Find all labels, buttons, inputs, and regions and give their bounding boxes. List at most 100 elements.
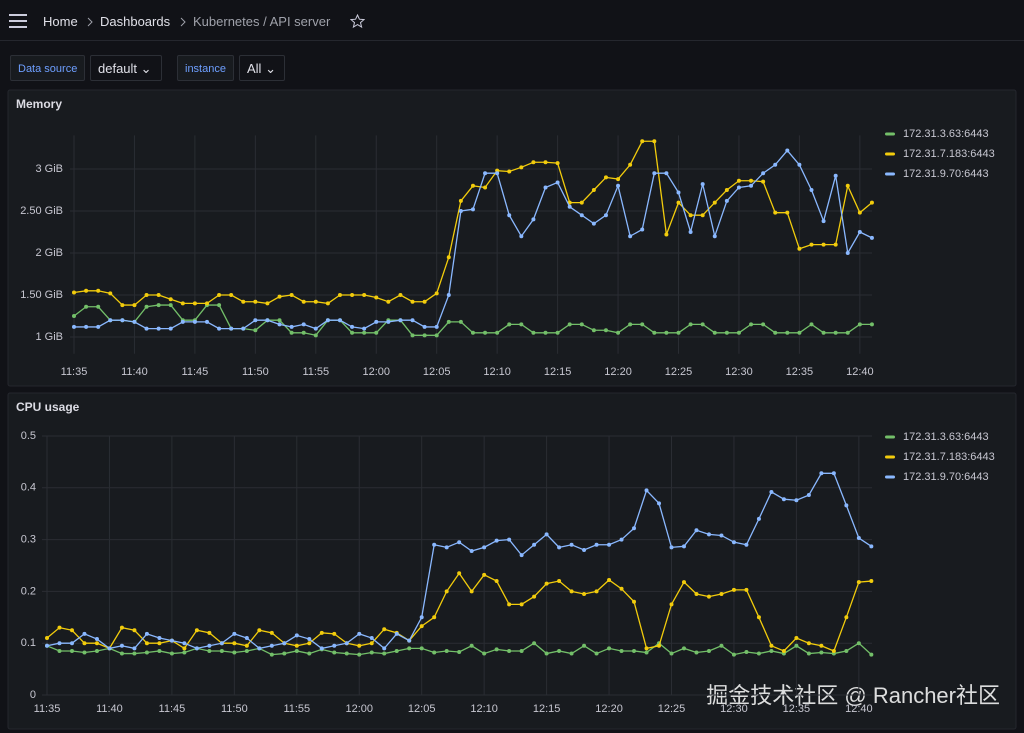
data-point <box>594 651 599 656</box>
data-point <box>719 533 724 538</box>
data-point <box>483 185 488 190</box>
data-point <box>569 589 574 594</box>
data-point <box>482 651 487 656</box>
data-point <box>157 641 162 646</box>
data-point <box>69 641 74 646</box>
data-point <box>108 318 113 323</box>
legend-swatch <box>885 455 895 459</box>
data-point <box>156 326 161 331</box>
data-point <box>419 615 424 620</box>
data-point <box>773 210 778 215</box>
data-point <box>616 177 621 182</box>
x-tick-label: 12:30 <box>725 366 753 378</box>
data-point <box>681 544 686 549</box>
breadcrumb[interactable]: Dashboards <box>100 14 171 29</box>
data-point <box>664 171 669 176</box>
data-point <box>332 643 337 648</box>
data-point <box>144 650 149 655</box>
data-point <box>94 637 99 642</box>
data-point <box>591 221 596 226</box>
data-point <box>761 322 766 327</box>
data-point <box>294 643 299 648</box>
data-point <box>132 651 137 656</box>
data-point <box>182 650 187 655</box>
legend-swatch <box>885 475 895 479</box>
data-point <box>494 579 499 584</box>
data-point <box>458 209 463 213</box>
data-point <box>652 139 657 144</box>
data-point <box>194 646 199 651</box>
data-point <box>350 293 355 297</box>
data-point <box>180 301 185 306</box>
data-point <box>132 628 137 633</box>
data-point <box>301 322 306 327</box>
legend-swatch <box>885 132 895 136</box>
x-tick-label: 12:30 <box>720 703 748 715</box>
data-point <box>856 536 861 541</box>
data-point <box>470 183 475 188</box>
data-point <box>369 650 374 655</box>
data-point <box>132 303 137 308</box>
data-point <box>719 643 724 648</box>
data-point <box>797 246 802 251</box>
data-point <box>382 627 387 632</box>
data-point <box>700 322 705 327</box>
legend-swatch <box>885 172 895 176</box>
data-point <box>628 234 633 239</box>
data-point <box>582 591 587 596</box>
data-point <box>94 648 99 653</box>
data-point <box>769 643 774 648</box>
data-point <box>207 643 212 648</box>
data-point <box>282 641 287 646</box>
data-point <box>749 183 754 188</box>
data-point <box>519 553 524 558</box>
breadcrumb[interactable]: Home <box>43 14 78 29</box>
variable-select[interactable]: default ⌄ <box>90 55 162 81</box>
top-bar: Home Dashboards Kubernetes / API server <box>0 0 1024 41</box>
separator <box>180 17 186 27</box>
data-point <box>253 318 258 323</box>
data-point <box>845 251 850 255</box>
data-point <box>785 210 790 215</box>
data-point <box>229 293 234 297</box>
data-point <box>712 330 717 335</box>
data-point <box>84 324 89 329</box>
x-tick-label: 12:20 <box>595 703 623 715</box>
data-point <box>168 326 173 331</box>
data-point <box>325 318 330 323</box>
y-tick-label: 0.5 <box>21 430 36 442</box>
data-point <box>219 648 224 653</box>
data-point <box>688 322 693 327</box>
data-point <box>669 651 674 656</box>
variable-select[interactable]: All ⌄ <box>239 55 285 81</box>
data-point <box>712 234 717 239</box>
data-point <box>119 643 124 648</box>
data-point <box>531 160 536 165</box>
x-tick-label: 11:35 <box>61 366 88 378</box>
data-point <box>657 501 662 506</box>
data-point <box>72 324 76 329</box>
data-point <box>857 230 862 234</box>
data-point <box>229 326 234 331</box>
data-point <box>543 330 548 335</box>
data-point <box>603 175 608 180</box>
data-point <box>217 293 222 297</box>
data-point <box>169 651 174 656</box>
data-point <box>749 322 754 327</box>
data-point <box>794 498 799 503</box>
data-point <box>419 624 424 629</box>
data-point <box>569 651 574 656</box>
y-tick-label: 1 GiB <box>35 331 63 343</box>
data-point <box>664 232 669 237</box>
data-point <box>94 641 99 646</box>
menu-icon[interactable] <box>9 14 27 28</box>
star-icon[interactable] <box>350 14 365 29</box>
data-point <box>96 288 101 293</box>
variable-label: Data source <box>10 55 86 81</box>
x-tick-label: 11:50 <box>242 366 269 378</box>
data-point <box>444 589 449 594</box>
data-point <box>773 330 778 335</box>
x-tick-label: 11:45 <box>182 366 209 378</box>
data-point <box>313 299 318 304</box>
